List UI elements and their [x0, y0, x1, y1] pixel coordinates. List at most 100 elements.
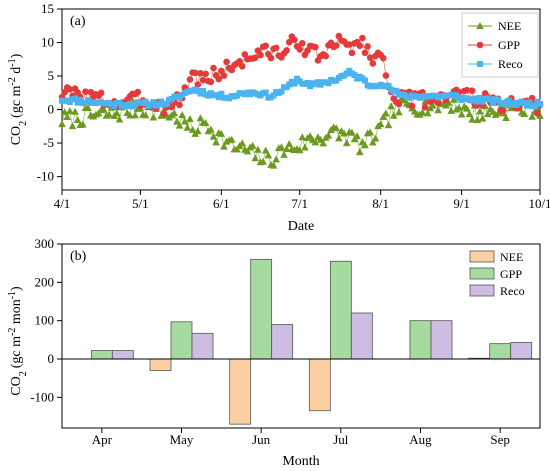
y-tick-label: 300 — [35, 236, 55, 251]
legend-marker-gpp — [476, 41, 484, 49]
legend-label-gpp: GPP — [500, 267, 522, 281]
series-nee-point — [183, 123, 192, 131]
y-tick-label: 5 — [48, 68, 55, 83]
series-reco-point — [351, 72, 358, 79]
series-nee-line — [61, 96, 541, 166]
y-tick-label: 10 — [41, 35, 54, 50]
series-nee-point — [251, 154, 260, 162]
series-reco-point — [270, 92, 277, 99]
bar-gpp-apr — [90, 350, 113, 360]
legend-swatch-reco — [469, 284, 495, 297]
legend-marker-reco — [477, 61, 483, 67]
panel-label: (a) — [70, 14, 86, 29]
series-nee-point — [277, 143, 286, 151]
series-nee-point — [332, 124, 341, 132]
series-nee-point — [180, 117, 189, 125]
y-tick-label: 200 — [35, 274, 55, 289]
series-nee-point — [259, 157, 267, 165]
y-tick-label: 100 — [35, 313, 55, 328]
series-reco-point — [278, 88, 285, 95]
series-gpp-point — [382, 72, 390, 79]
series-nee-point — [366, 128, 375, 136]
series-reco-point — [523, 102, 530, 109]
legend-swatch-nee — [469, 250, 495, 263]
series-nee-point — [494, 109, 503, 117]
series-reco-point — [503, 100, 510, 107]
series-gpp-point — [197, 70, 204, 77]
series-nee-point — [280, 150, 288, 158]
series-nee-point — [282, 144, 291, 152]
panel-label: (b) — [70, 249, 87, 264]
series-nee-point — [58, 120, 66, 128]
series-nee-point — [243, 147, 252, 155]
series-gpp-point — [61, 89, 68, 96]
series-gpp-point — [267, 54, 275, 62]
series-gpp-point — [199, 76, 207, 84]
series-reco-point — [304, 79, 311, 86]
x-tick-label: Sep — [490, 432, 510, 447]
series-nee-point — [355, 148, 364, 156]
series-gpp-point — [194, 81, 202, 88]
bar-gpp-may — [170, 321, 193, 360]
series-nee-point — [311, 138, 320, 146]
series-nee-point — [141, 111, 150, 119]
series-gpp-point — [134, 88, 142, 96]
legend-label-nee: NEE — [498, 19, 521, 33]
series-nee-point — [418, 108, 427, 116]
bar-reco-sep — [510, 342, 533, 360]
x-tick-label: 7/1 — [291, 196, 308, 211]
x-tick-label: Jul — [333, 432, 349, 447]
series-nee-point — [371, 134, 380, 142]
series-nee-point — [227, 135, 236, 143]
series-nee-point — [84, 104, 92, 112]
series-nee-point — [463, 104, 471, 112]
series-gpp-point — [210, 64, 217, 72]
series-nee-point — [131, 111, 139, 119]
series-reco-point — [291, 80, 298, 87]
series-nee-point — [379, 113, 388, 121]
series-nee-point — [457, 110, 466, 118]
series-nee-point — [434, 106, 442, 114]
series-nee-point — [220, 142, 228, 150]
x-tick-label: 5/1 — [132, 196, 149, 211]
series-gpp-point — [421, 104, 429, 111]
series-gpp-point — [66, 86, 74, 93]
series-nee-point — [71, 107, 79, 115]
series-nee-point — [468, 115, 476, 123]
x-tick-label: 9/1 — [453, 196, 470, 211]
series-gpp-point — [238, 63, 246, 70]
bar-gpp-sep — [489, 343, 512, 360]
series-gpp-point — [285, 38, 293, 46]
series-nee-point — [353, 132, 361, 140]
series-nee-point — [502, 114, 510, 122]
series-nee-point — [483, 110, 492, 118]
series-nee-point — [186, 115, 194, 123]
x-tick-label: May — [170, 432, 194, 447]
series-gpp-point — [468, 87, 476, 94]
series-nee-point — [207, 125, 215, 133]
series-gpp-point — [291, 36, 298, 44]
series-nee-point — [319, 139, 328, 147]
series-nee-point — [126, 111, 134, 119]
series-nee-point — [342, 139, 351, 147]
series-reco-point — [158, 98, 165, 105]
series-nee-point — [269, 161, 278, 169]
series-nee-point — [389, 111, 398, 119]
series-nee-point — [173, 117, 181, 125]
series-reco — [59, 67, 543, 110]
y-tick-label: -5 — [43, 135, 54, 150]
series-gpp-point — [207, 78, 215, 86]
series-nee-point — [68, 122, 77, 130]
series-nee-point — [248, 141, 257, 149]
series-reco-point — [150, 99, 157, 106]
series-reco-point — [200, 87, 207, 94]
legend-a: NEE GPP Reco — [461, 12, 539, 78]
series-gpp-point — [262, 42, 270, 50]
y-tick-label: 0 — [48, 351, 55, 366]
legend-label-reco: Reco — [500, 284, 525, 298]
x-tick-label: Aug — [409, 432, 432, 447]
series-reco-point — [218, 90, 225, 97]
series-gpp-point — [359, 34, 366, 42]
series-nee-point — [254, 145, 262, 153]
bar-reco-may — [191, 332, 214, 360]
